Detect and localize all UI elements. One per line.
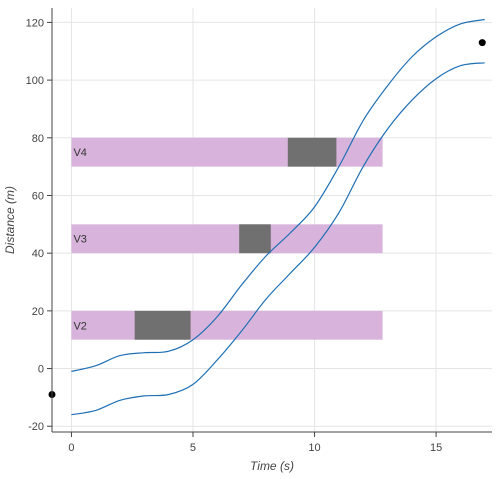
grid bbox=[52, 8, 492, 432]
axes: 0 5 10 15 -20 0 20 40 60 80 100 120 bbox=[26, 8, 492, 454]
series-lines bbox=[71, 18, 485, 416]
x-tick-label: 0 bbox=[68, 442, 74, 454]
block bbox=[134, 310, 191, 340]
y-tick-label: 80 bbox=[32, 133, 44, 145]
blocks bbox=[134, 137, 337, 340]
y-tick-label: 40 bbox=[32, 248, 44, 260]
band-v2 bbox=[71, 310, 383, 340]
y-tick-label: -20 bbox=[28, 421, 44, 433]
y-tick-label: 20 bbox=[32, 306, 44, 318]
band-v3 bbox=[71, 224, 383, 254]
series-line-2 bbox=[71, 62, 485, 416]
y-tick-label: 120 bbox=[26, 17, 44, 29]
band-label: V4 bbox=[73, 147, 86, 159]
band-label: V3 bbox=[73, 234, 86, 246]
y-tick-label: 100 bbox=[26, 75, 44, 87]
bands: V2 V3 V4 bbox=[71, 137, 383, 340]
y-axis-title: Distance (m) bbox=[3, 186, 17, 254]
points bbox=[48, 39, 486, 399]
series-line-1 bbox=[71, 18, 485, 372]
x-tick-label: 10 bbox=[308, 442, 320, 454]
point bbox=[478, 39, 486, 47]
block bbox=[239, 224, 271, 254]
y-tick-label: 60 bbox=[32, 190, 44, 202]
block bbox=[287, 137, 337, 167]
x-tick-label: 15 bbox=[430, 442, 442, 454]
y-tick-label: 0 bbox=[38, 364, 44, 376]
band-label: V2 bbox=[73, 320, 86, 332]
x-tick-label: 5 bbox=[190, 442, 196, 454]
x-axis-title: Time (s) bbox=[250, 459, 294, 473]
